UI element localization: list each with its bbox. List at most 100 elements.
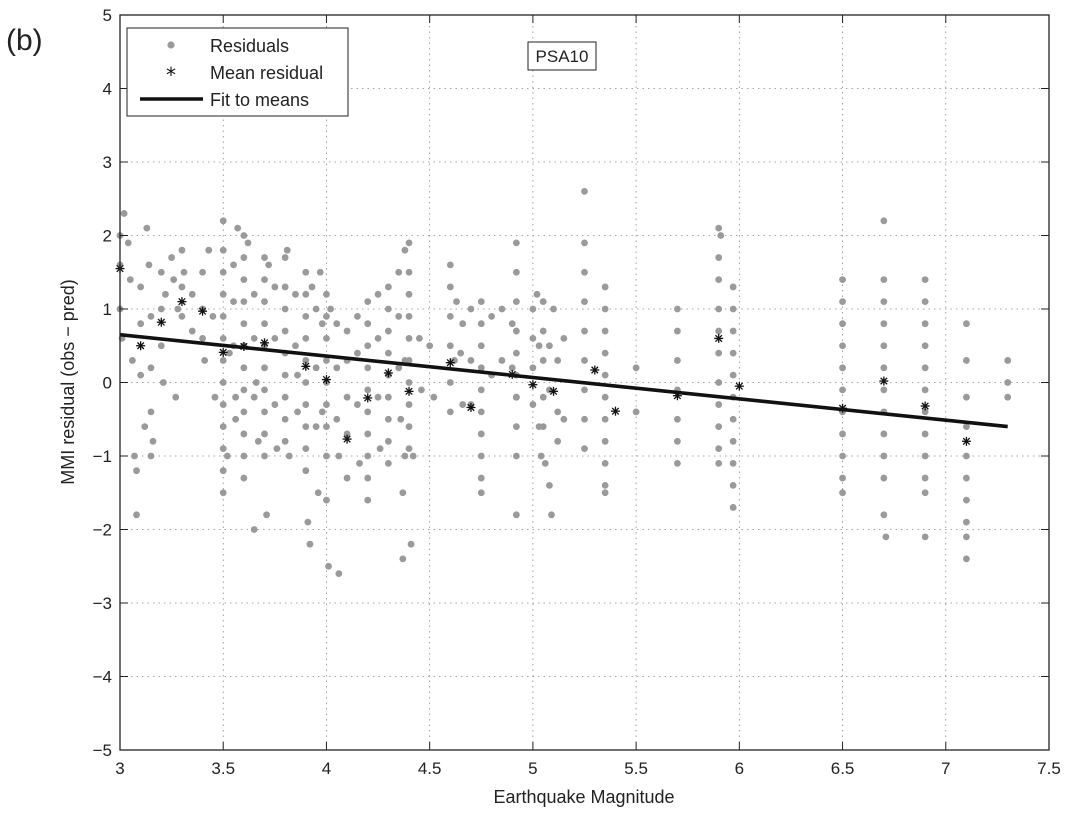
asterisk-stroke [921, 402, 929, 410]
residual-point [533, 290, 541, 298]
residual-point [294, 371, 301, 379]
residual-point [211, 393, 219, 401]
residual-point [302, 268, 310, 276]
residual-point [512, 268, 520, 276]
asterisk-stroke [735, 382, 744, 390]
residual-point [223, 452, 231, 460]
residual-point [839, 342, 846, 350]
residual-point [405, 239, 413, 247]
residual-point [921, 276, 929, 283]
residual-point [384, 327, 392, 335]
residual-point [395, 364, 403, 372]
residual-point [271, 401, 279, 408]
residual-point [399, 555, 407, 563]
mean-residual-marker [549, 386, 559, 396]
residual-point [963, 357, 970, 364]
y-tick-label: −5 [93, 741, 112, 760]
residual-point [554, 357, 562, 364]
x-tick-label: 4.5 [418, 759, 442, 778]
residual-point [254, 437, 262, 445]
residual-point [199, 335, 206, 342]
residual-point [374, 335, 382, 342]
residual-point [302, 290, 310, 298]
residual-point [261, 254, 268, 261]
residual-point [581, 268, 588, 276]
residual-point [477, 452, 485, 460]
residual-point [302, 445, 310, 453]
residual-point [157, 305, 165, 313]
residual-point [271, 335, 279, 342]
mean-residual-marker [239, 341, 249, 351]
residual-point [405, 357, 413, 364]
residual-point [581, 445, 588, 453]
residual-point [178, 246, 186, 254]
residual-point [512, 452, 520, 460]
residual-point [880, 386, 888, 394]
mean-residual-marker [218, 347, 228, 357]
residual-point [529, 305, 537, 313]
residual-point [963, 423, 970, 430]
residual-point [405, 335, 413, 342]
residual-point [512, 327, 520, 335]
residual-point [354, 401, 361, 408]
residual-point [632, 364, 640, 372]
residual-point [921, 320, 929, 328]
residual-point [244, 239, 252, 247]
residual-point [314, 489, 322, 497]
residual-point [674, 327, 681, 335]
mean-residual-marker [734, 381, 744, 391]
asterisk-stroke [136, 342, 145, 350]
residual-point [729, 459, 737, 467]
residual-point [384, 415, 392, 423]
residual-point [397, 415, 405, 423]
residual-point [457, 349, 465, 357]
residual-point [715, 224, 723, 232]
residual-point [921, 364, 929, 372]
residual-point [963, 533, 970, 541]
residual-point [729, 349, 737, 357]
residual-point [477, 408, 485, 416]
residual-point [323, 401, 330, 408]
residual-point [364, 386, 372, 394]
asterisk-stroke [178, 297, 186, 306]
residual-point [294, 408, 301, 416]
residual-point [674, 305, 681, 313]
residual-point [601, 489, 609, 497]
axis-ticks: 3 3.5 4 4.5 5 5.5 6 6.5 7 7.5 −5 −4 −3 −2 −1 0 1 2 3 4 5 [93, 6, 1061, 778]
residual-point [302, 357, 310, 364]
mean-residual-marker [301, 361, 311, 371]
y-tick-label: 0 [103, 374, 112, 393]
asterisk-stroke [591, 366, 599, 374]
residual-point [147, 408, 155, 416]
residual-point [963, 320, 970, 328]
residual-point [323, 335, 330, 342]
residual-point [508, 364, 516, 372]
panel-label: (b) [6, 24, 43, 57]
residual-point [323, 423, 330, 430]
residual-point [882, 533, 890, 541]
residual-point [715, 254, 723, 261]
fit-line-layer [119, 332, 1008, 429]
residual-point [430, 393, 438, 401]
legend-mean-label: Mean residual [210, 63, 323, 83]
residual-point [601, 305, 609, 313]
residual-point [539, 327, 547, 335]
residual-point [409, 452, 417, 460]
residual-point [880, 474, 888, 482]
residual-point [261, 408, 268, 416]
residual-point [880, 298, 888, 306]
residual-point [963, 496, 970, 504]
residual-point [261, 298, 268, 306]
residual-point [178, 312, 186, 320]
residual-point [147, 452, 155, 460]
residual-point [250, 290, 258, 298]
residual-point [921, 489, 929, 497]
residual-point [1004, 393, 1012, 401]
residual-point [323, 452, 330, 460]
residual-point [226, 349, 233, 357]
annotation-frame [527, 41, 597, 71]
residual-point [963, 452, 970, 460]
asterisk-stroke [838, 404, 847, 412]
residual-point [729, 482, 737, 489]
residual-point [405, 445, 413, 453]
